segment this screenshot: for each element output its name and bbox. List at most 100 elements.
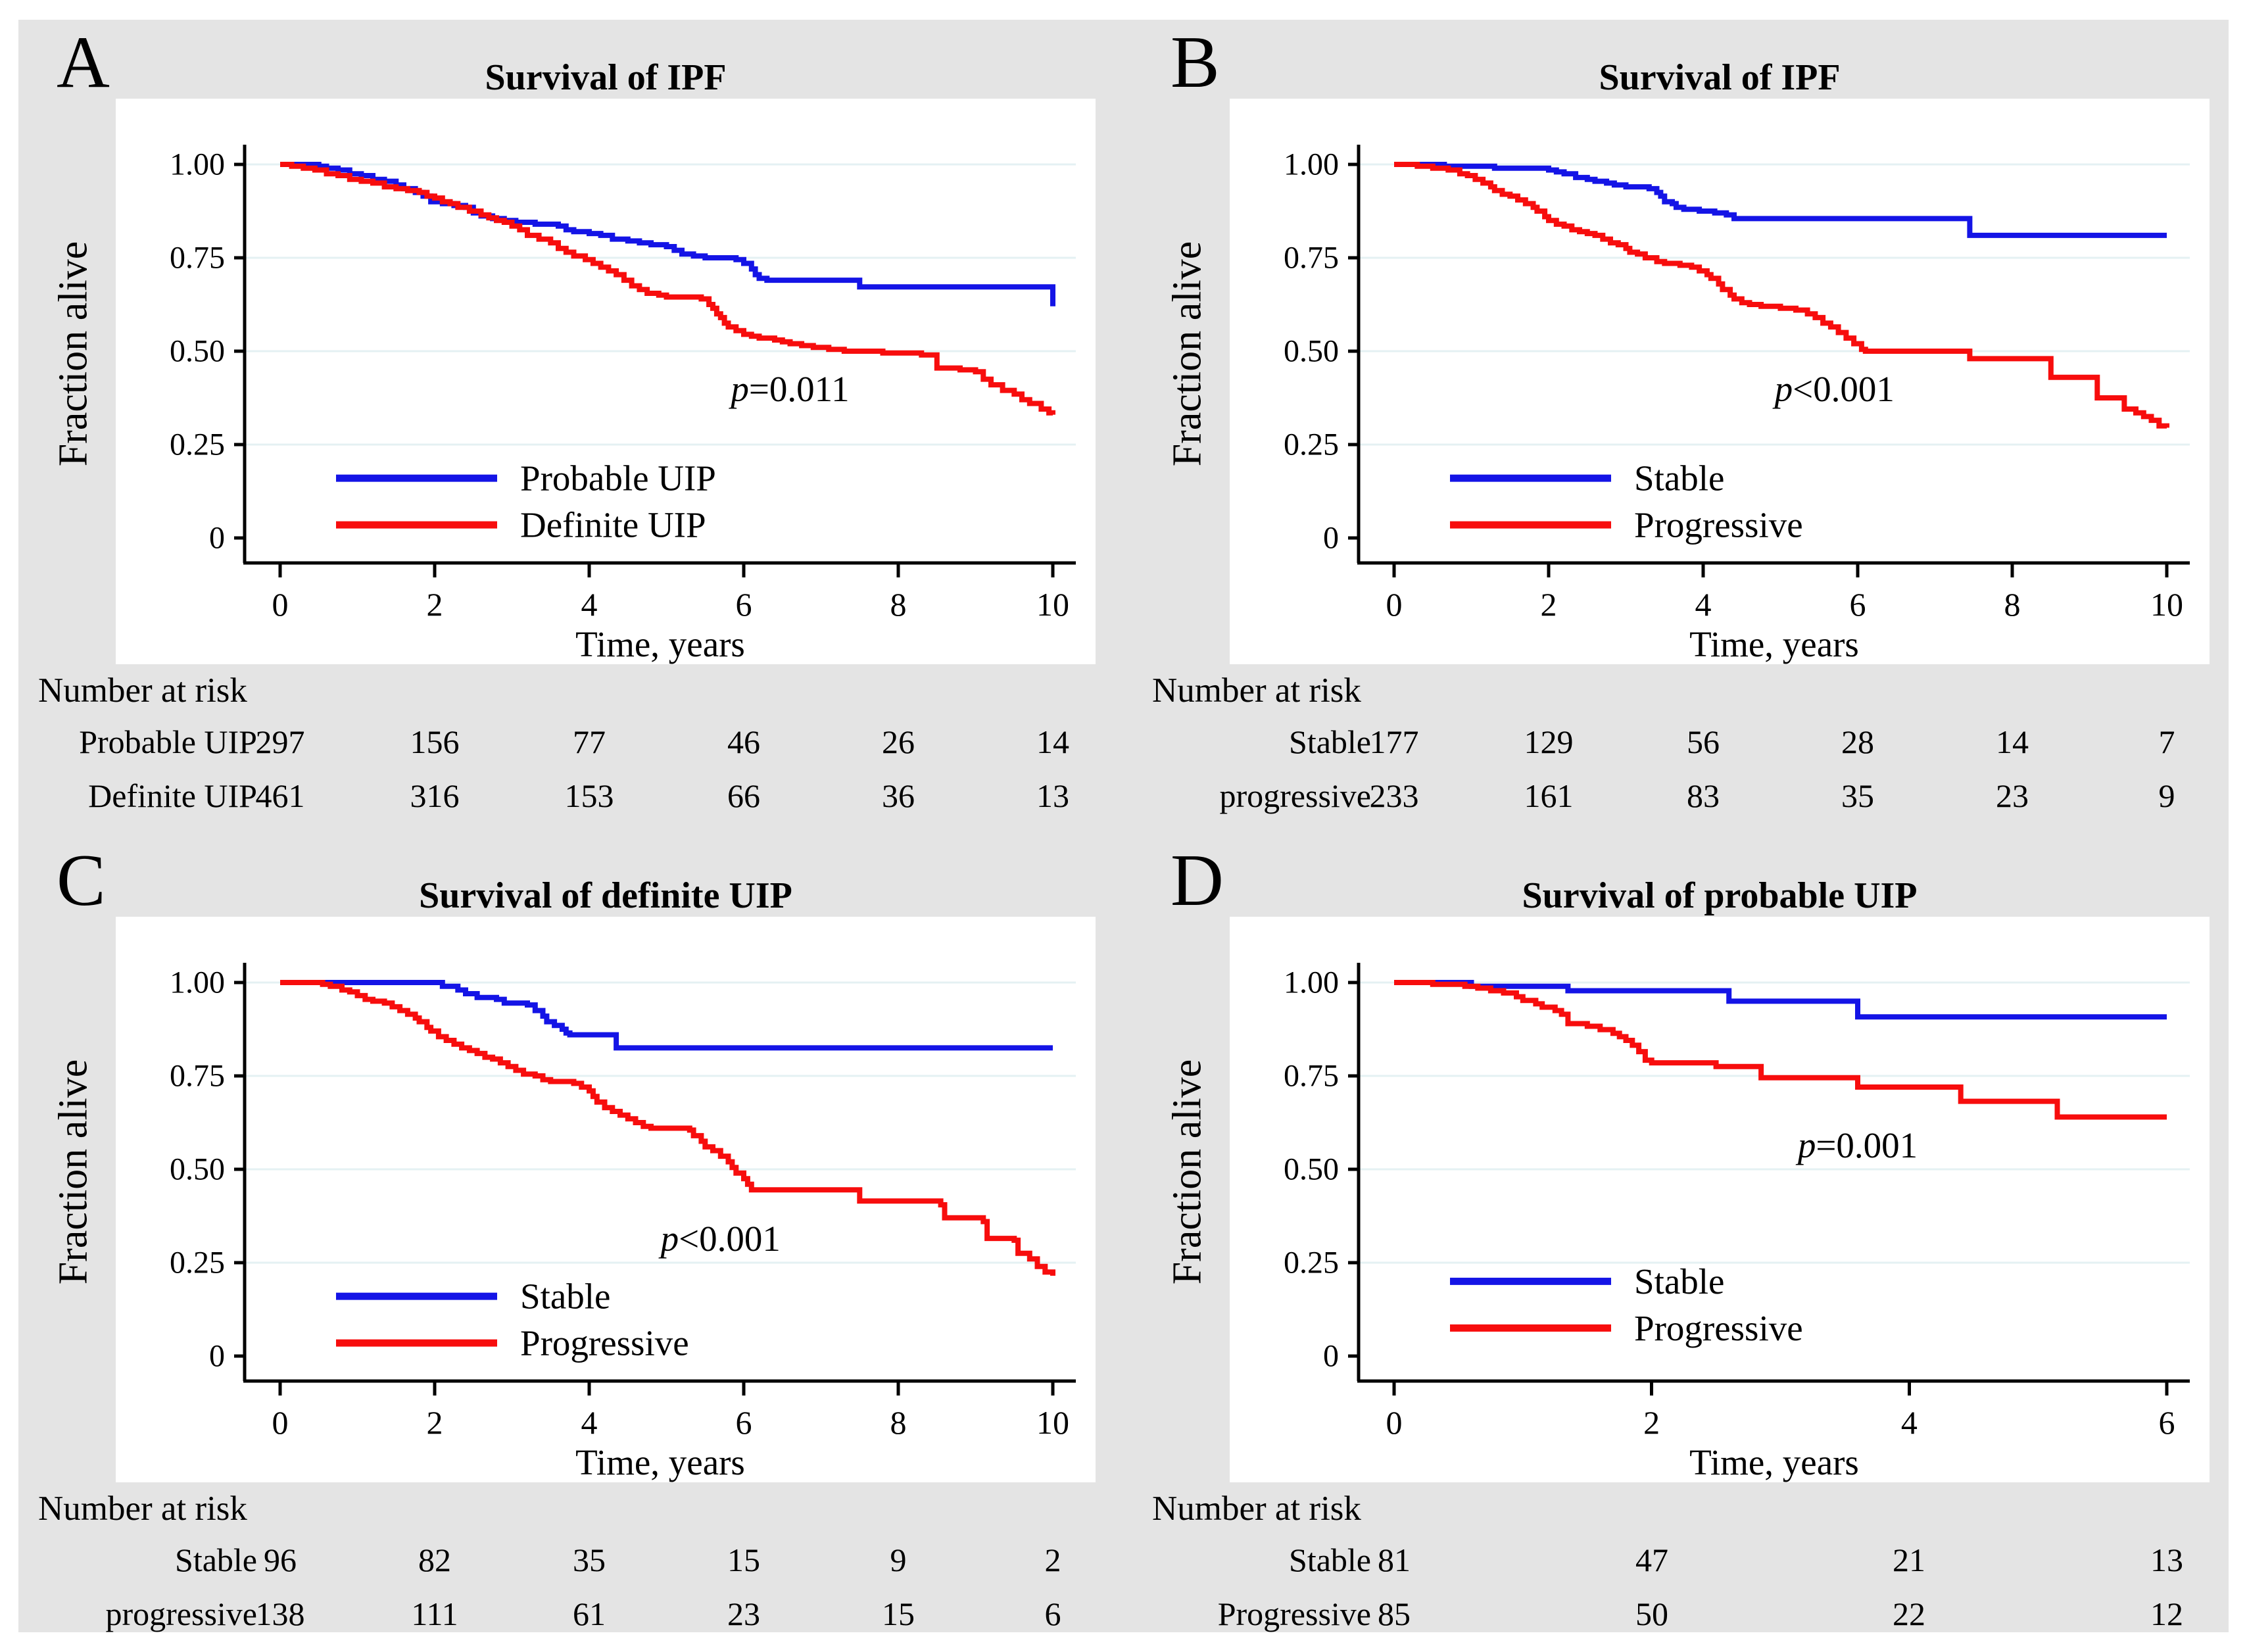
panel-c: C Survival of definite UIP Fraction aliv… (30, 840, 1109, 1642)
risk-row: Stable 96 82 35 15 9 2 (30, 1539, 1109, 1581)
risk-count: 85 (1378, 1595, 1411, 1632)
x-tick-label: 10 (2150, 586, 2183, 623)
risk-count: 36 (882, 777, 915, 814)
risk-count: 13 (1036, 777, 1069, 814)
x-tick-label: 0 (272, 1404, 289, 1441)
y-tick-label: 0.75 (1284, 241, 1339, 276)
risk-count: 56 (1687, 723, 1720, 760)
km-plot: 1.00 0.75 0.50 0.25 0 0 2 4 6 8 10 Time, years p<0.0… (1230, 99, 2210, 664)
x-tick-label: 2 (1643, 1404, 1660, 1441)
survival-curve-blue (1394, 980, 2167, 1020)
legend-label: Progressive (1634, 1308, 1803, 1348)
panel-letter: A (57, 22, 110, 103)
risk-row: Probable UIP 297 156 77 46 26 14 (30, 721, 1109, 763)
y-axis-title: Fraction alive (51, 1059, 96, 1285)
risk-count: 14 (1036, 723, 1069, 760)
y-axis-title: Fraction alive (51, 241, 96, 467)
risk-count: 111 (411, 1595, 458, 1632)
panel-letter: B (1171, 22, 1220, 103)
risk-count: 2 (1044, 1542, 1061, 1578)
plot-background (1230, 917, 2210, 1482)
legend-label: Progressive (520, 1323, 689, 1363)
y-tick-label: 0 (209, 1339, 225, 1374)
risk-count: 12 (2150, 1595, 2183, 1632)
x-axis-title: Time, years (1689, 624, 1859, 664)
x-axis-title: Time, years (1689, 1442, 1859, 1482)
p-value: p<0.001 (1772, 368, 1895, 408)
risk-count: 83 (1687, 777, 1720, 814)
risk-count: 177 (1369, 723, 1419, 760)
risk-count: 138 (255, 1595, 305, 1632)
x-tick-label: 8 (2004, 586, 2021, 623)
x-tick-label: 2 (1541, 586, 1557, 623)
risk-count: 22 (1893, 1595, 1925, 1632)
risk-count: 26 (882, 723, 915, 760)
risk-count: 161 (1524, 777, 1574, 814)
y-tick-label: 0.25 (170, 427, 225, 462)
risk-count: 297 (255, 723, 305, 760)
p-value: p=0.001 (1795, 1125, 1918, 1165)
survival-curve-blue (1394, 162, 2167, 238)
survival-curve-red (1394, 162, 2169, 429)
risk-count: 129 (1524, 723, 1574, 760)
figure-background: A Survival of IPF Fraction alive 1.00 0.7… (18, 20, 2229, 1632)
survival-curve-red (280, 162, 1055, 416)
risk-count: 15 (727, 1542, 760, 1578)
p-value: p=0.011 (728, 368, 849, 408)
y-tick-label: 1.00 (170, 965, 225, 1000)
chart-title: Survival of IPF (485, 57, 727, 98)
risk-count: 13 (2150, 1542, 2183, 1578)
risk-row: Stable 177 129 56 28 14 7 (1144, 721, 2223, 763)
p-value-symbol: p (1772, 368, 1793, 408)
x-tick-label: 0 (1386, 586, 1403, 623)
y-tick-label: 0.75 (1284, 1059, 1339, 1094)
plot-background (116, 99, 1096, 664)
risk-count: 156 (410, 723, 460, 760)
survival-curve-red (280, 980, 1055, 1276)
risk-row-label: Probable UIP (79, 723, 257, 760)
risk-table-title: Number at risk (1152, 671, 1361, 710)
km-plot: 1.00 0.75 0.50 0.25 0 0 2 4 6 Time, years p=0.001 S… (1230, 917, 2210, 1482)
x-tick-label: 4 (1695, 586, 1712, 623)
risk-count: 81 (1378, 1542, 1411, 1578)
risk-count: 14 (1996, 723, 2029, 760)
risk-count: 21 (1893, 1542, 1925, 1578)
risk-count: 9 (2158, 777, 2175, 814)
y-tick-label: 0.25 (1284, 1246, 1339, 1280)
risk-count: 61 (573, 1595, 606, 1632)
y-tick-label: 0.25 (1284, 427, 1339, 462)
panel-b: B Survival of IPF Fraction alive 1.00 0.7… (1144, 22, 2223, 824)
risk-row-values: 96 82 35 15 9 2 (116, 1539, 1096, 1581)
y-tick-label: 0 (1323, 1339, 1339, 1374)
x-tick-label: 8 (890, 1404, 907, 1441)
x-tick-label: 0 (272, 586, 289, 623)
risk-row-label: Stable (1289, 1542, 1371, 1578)
risk-count: 96 (264, 1542, 297, 1578)
p-value-symbol: p (658, 1219, 679, 1259)
risk-count: 46 (727, 723, 760, 760)
y-tick-label: 1.00 (170, 147, 225, 182)
risk-count: 233 (1369, 777, 1419, 814)
risk-row-label: progressive (105, 1595, 258, 1632)
y-tick-label: 0.75 (170, 241, 225, 276)
y-tick-label: 1.00 (1284, 147, 1339, 182)
risk-count: 6 (1044, 1595, 1061, 1632)
km-plot: 1.00 0.75 0.50 0.25 0 0 2 4 6 8 10 Time, years p<0.0… (116, 917, 1096, 1482)
x-tick-label: 4 (581, 1404, 598, 1441)
x-tick-label: 4 (581, 586, 598, 623)
x-tick-label: 6 (736, 586, 752, 623)
p-value-text: =0.001 (1816, 1125, 1918, 1165)
risk-count: 7 (2158, 723, 2175, 760)
y-tick-label: 0 (209, 521, 225, 556)
risk-count: 28 (1841, 723, 1874, 760)
risk-row-values: 177 129 56 28 14 7 (1230, 721, 2210, 763)
risk-count: 23 (1996, 777, 2029, 814)
y-axis-title: Fraction alive (1165, 241, 1210, 467)
y-tick-label: 0 (1323, 521, 1339, 556)
legend-label: Stable (1634, 1261, 1724, 1301)
x-tick-label: 6 (736, 1404, 752, 1441)
x-tick-label: 10 (1036, 1404, 1069, 1441)
y-axis-title: Fraction alive (1165, 1059, 1210, 1285)
risk-count: 35 (1841, 777, 1874, 814)
risk-count: 35 (573, 1542, 606, 1578)
